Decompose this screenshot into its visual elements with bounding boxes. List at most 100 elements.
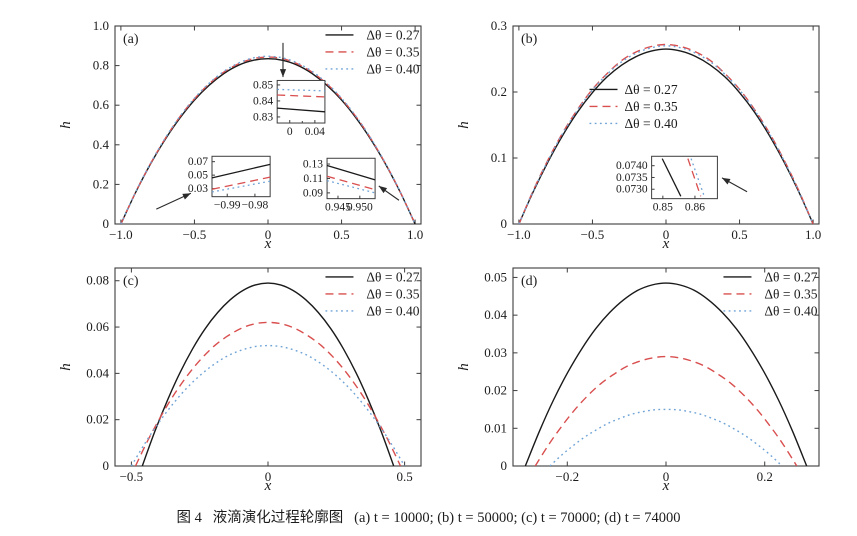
inset-series-line-1 (326, 175, 376, 191)
inset-series-line-0 (326, 164, 376, 181)
legend-label: Δθ = 0.35 (764, 286, 817, 301)
x-axis-label: x (264, 478, 272, 494)
inset-y-tick-label: 0.11 (303, 173, 323, 185)
x-tick-label: 0.2 (757, 469, 773, 484)
panel-a-chart: −1.0 −0.5 0 0.5 1.0 0 0.2 0.4 0.6 0.8 1.0 x h (a) Δθ =… (30, 2, 428, 252)
annotation-arrowhead (182, 193, 191, 200)
y-tick-label: 0.04 (484, 307, 507, 322)
panel-label: (b) (521, 32, 538, 47)
x-tick-label: −0.2 (555, 469, 579, 484)
legend-label: Δθ = 0.35 (366, 286, 419, 301)
panel-label: (c) (123, 274, 139, 289)
x-tick-label: −0.5 (120, 469, 144, 484)
y-axis-label: h (456, 121, 472, 129)
inset-x-tick-label: 0 (287, 126, 293, 138)
x-tick-label: 0.5 (333, 227, 349, 242)
y-tick-label: 0.6 (93, 97, 110, 112)
panel-(b)-plot: −1.0 −0.5 0 0.5 1.0 0 0.1 0.2 0.3 x h (b) Δθ = 0.27 Δ… (456, 18, 821, 252)
inset-y-tick-label: 0.0740 (616, 160, 648, 172)
y-tick-label: 0.04 (86, 365, 109, 380)
inset-x-tick-label: 0.85 (653, 202, 673, 214)
legend-label: Δθ = 0.27 (366, 27, 419, 42)
legend-label: Δθ = 0.27 (625, 82, 678, 97)
inset-x-tick-label: 0.950 (347, 202, 373, 214)
inset-series-line-1 (211, 176, 271, 190)
y-tick-label: 0.1 (491, 150, 507, 165)
inset-y-tick-label: 0.03 (188, 183, 208, 195)
legend-label: Δθ = 0.27 (366, 269, 419, 284)
y-tick-label: 0 (501, 458, 508, 473)
legend-label: Δθ = 0.27 (764, 269, 817, 284)
panel-d-chart: −0.2 0 0.2 0 0.01 0.02 0.03 0.04 0.05 x h (d) Δθ = 0… (428, 244, 826, 494)
series-curve-2 (130, 344, 406, 466)
y-axis-label: h (456, 363, 472, 371)
legend-label: Δθ = 0.40 (764, 303, 817, 318)
inset-series-line-0 (661, 158, 682, 197)
y-tick-label: 0.02 (484, 383, 507, 398)
x-tick-label: 1.0 (407, 227, 423, 242)
panel-(d)-plot: −0.2 0 0.2 0 0.01 0.02 0.03 0.04 0.05 x h (d) Δθ = 0… (456, 267, 820, 494)
inset-y-tick-label: 0.85 (253, 79, 273, 91)
legend-label: Δθ = 0.40 (366, 303, 419, 318)
series-curve-2 (518, 45, 814, 224)
inset-x-tick-label: −0.98 (242, 200, 269, 212)
x-tick-label: 0 (663, 469, 670, 484)
inset-y-tick-label: 0.13 (303, 159, 323, 171)
x-tick-label: 0.5 (396, 469, 412, 484)
x-tick-label: 0 (265, 469, 272, 484)
panel-(c)-plot: −0.5 0 0.5 0 0.02 0.04 0.06 0.08 x h (c) Δθ = 0.27 Δ… (58, 267, 422, 494)
x-axis-label: x (662, 478, 670, 494)
series-curve-2 (120, 55, 416, 224)
series-curve-2 (549, 408, 783, 466)
x-axis-label: x (264, 236, 272, 252)
x-tick-label: −1.0 (507, 227, 531, 242)
inset-x-tick-label: 0.04 (305, 126, 325, 138)
legend-label: Δθ = 0.35 (625, 99, 678, 114)
series-curve-0 (141, 282, 395, 466)
legend-label: Δθ = 0.40 (366, 61, 419, 76)
y-tick-label: 0.4 (93, 137, 110, 152)
inset-x-tick-label: 0.86 (685, 202, 705, 214)
y-tick-label: 0.08 (86, 273, 109, 288)
annotation-arrowhead (721, 177, 731, 185)
inset-x-tick-label: −0.99 (214, 200, 241, 212)
y-tick-label: 0.05 (484, 269, 507, 284)
inset-y-tick-label: 0.83 (253, 111, 273, 123)
y-tick-label: 0.3 (491, 18, 507, 33)
inset-series-line-0 (211, 163, 271, 179)
y-tick-label: 0 (103, 458, 110, 473)
y-axis-label: h (58, 121, 74, 129)
panel-(a)-plot: −1.0 −0.5 0 0.5 1.0 0 0.2 0.4 0.6 0.8 1.0 x h (a) Δθ =… (58, 18, 423, 252)
panel-label: (a) (123, 32, 139, 47)
figure-caption: 图 4 液滴演化过程轮廓图 (a) t = 10000; (b) t = 500… (176, 510, 681, 526)
series-curve-1 (134, 321, 402, 466)
panel-c-chart: −0.5 0 0.5 0 0.02 0.04 0.06 0.08 x h (c) Δθ = 0.27 Δ… (30, 244, 428, 494)
y-tick-label: 0 (103, 216, 110, 231)
inset-x-tick-label: 0.945 (325, 202, 351, 214)
inset-box (326, 157, 376, 200)
series-curve-1 (534, 355, 798, 466)
inset-y-tick-label: 0.0730 (616, 184, 648, 196)
x-tick-label: 0.5 (731, 227, 747, 242)
inset-series-line-2 (690, 158, 705, 197)
inset-box (276, 79, 326, 124)
annotation-arrowhead (279, 69, 287, 78)
x-tick-label: −0.5 (581, 227, 605, 242)
inset-y-tick-label: 0.07 (188, 156, 208, 168)
x-tick-label: 0 (663, 227, 670, 242)
inset-series-line-0 (277, 107, 325, 113)
inset-box (651, 155, 718, 200)
panel-b-chart: −1.0 −0.5 0 0.5 1.0 0 0.1 0.2 0.3 x h (b) Δθ = 0.27 Δ… (428, 2, 826, 252)
series-curve-0 (524, 282, 808, 466)
y-tick-label: 0.2 (491, 84, 507, 99)
y-tick-label: 0.02 (86, 412, 109, 427)
inset-y-tick-label: 0.84 (253, 95, 273, 107)
x-tick-label: −1.0 (109, 227, 133, 242)
series-curve-0 (120, 57, 416, 224)
y-axis-label: h (58, 363, 74, 371)
y-tick-label: 0.03 (484, 345, 507, 360)
inset-series-line-1 (277, 94, 325, 98)
y-tick-label: 0.2 (93, 176, 109, 191)
annotation-arrowhead (378, 185, 388, 194)
